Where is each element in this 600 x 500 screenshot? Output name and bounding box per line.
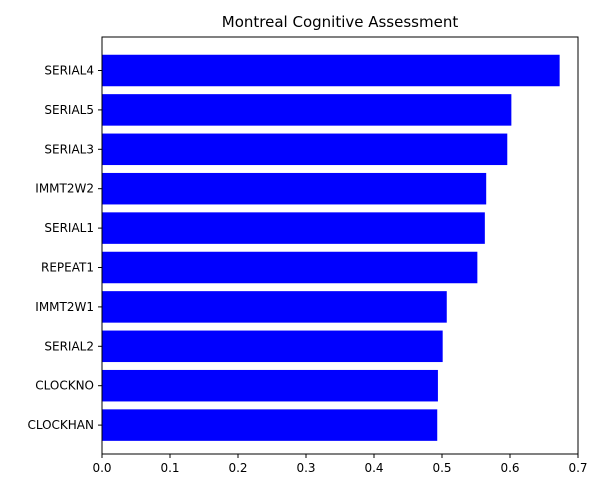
y-tick-label: SERIAL2 (44, 339, 94, 353)
chart-title: Montreal Cognitive Assessment (222, 13, 459, 31)
x-tick-label: 0.7 (568, 461, 587, 475)
bar-clockhan (102, 409, 438, 441)
x-tick-label: 0.3 (296, 461, 315, 475)
bar-immt2w1 (102, 291, 447, 323)
bar-immt2w2 (102, 172, 487, 205)
y-tick-label: CLOCKHAN (27, 418, 94, 432)
x-axis: 0.0 0.1 0.2 0.3 0.4 0.5 0.6 0.7 (92, 454, 588, 475)
y-tick-label: SERIAL3 (44, 142, 94, 156)
x-tick-label: 0.4 (364, 461, 383, 475)
bars-group (102, 54, 560, 441)
y-axis: SERIAL4 SERIAL5 SERIAL3 IMMT2W2 SERIAL1 REPEA… (27, 64, 102, 432)
y-tick-label: IMMT2W2 (35, 182, 94, 196)
bar-serial4 (102, 54, 560, 87)
bar-serial5 (102, 94, 512, 126)
bar-repeat1 (102, 251, 478, 284)
y-tick-label: SERIAL4 (44, 64, 94, 78)
y-tick-label: SERIAL1 (44, 221, 94, 235)
plot-frame (101, 36, 579, 455)
bar-serial2 (102, 330, 443, 363)
y-tick-label: CLOCKNO (35, 379, 94, 393)
x-tick-label: 0.0 (92, 461, 111, 475)
x-tick-label: 0.2 (228, 461, 247, 475)
y-tick-label: IMMT2W1 (35, 300, 94, 314)
x-tick-label: 0.5 (432, 461, 451, 475)
y-tick-label: REPEAT1 (41, 261, 94, 275)
y-tick-label: SERIAL5 (44, 103, 94, 117)
x-tick-label: 0.1 (160, 461, 179, 475)
bar-clockno (102, 369, 438, 402)
bar-serial1 (102, 212, 485, 244)
x-tick-label: 0.6 (500, 461, 519, 475)
bar-serial3 (102, 133, 508, 166)
